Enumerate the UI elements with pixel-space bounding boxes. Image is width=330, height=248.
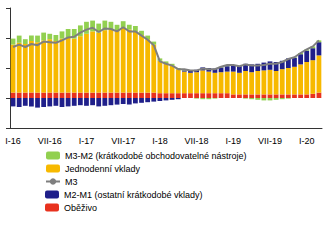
svg-text:I-17: I-17 bbox=[79, 136, 95, 146]
svg-text:Jednodenní vklady: Jednodenní vklady bbox=[65, 164, 141, 174]
svg-text:I-20: I-20 bbox=[299, 136, 315, 146]
svg-text:VII-18: VII-18 bbox=[185, 136, 209, 146]
svg-text:I-16: I-16 bbox=[5, 136, 21, 146]
svg-text:M3-M2 (krátkodobé obchodovatel: M3-M2 (krátkodobé obchodovatelné nástroj… bbox=[65, 151, 247, 161]
svg-text:M2-M1 (ostatní krátkodobé vkla: M2-M1 (ostatní krátkodobé vklady) bbox=[64, 190, 203, 200]
svg-text:I-19: I-19 bbox=[226, 136, 242, 146]
svg-text:M3: M3 bbox=[65, 177, 78, 187]
svg-text:Oběživo: Oběživo bbox=[64, 203, 97, 213]
svg-text:I-18: I-18 bbox=[152, 136, 168, 146]
svg-text:VII-16: VII-16 bbox=[38, 136, 62, 146]
svg-text:VII-17: VII-17 bbox=[111, 136, 135, 146]
svg-text:VII-19: VII-19 bbox=[258, 136, 282, 146]
